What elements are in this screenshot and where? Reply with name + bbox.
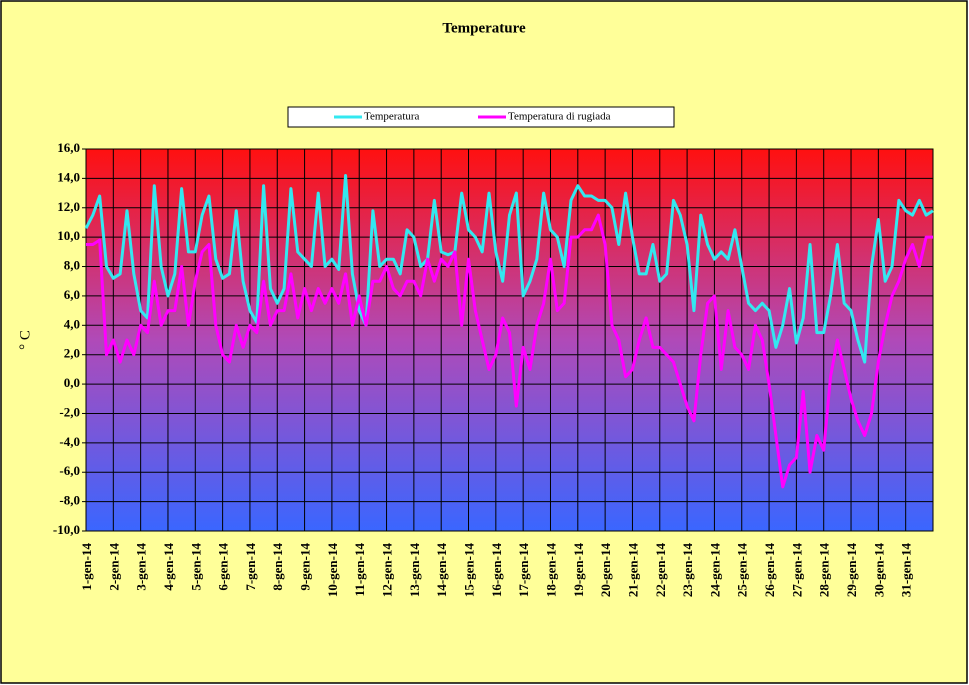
x-tick-label: 9-gen-14 (298, 543, 313, 591)
y-tick-label: 8,0 (64, 258, 80, 273)
x-tick-label: 1-gen-14 (79, 543, 94, 591)
y-tick-label: 2,0 (64, 346, 80, 361)
y-tick-label: 16,0 (57, 140, 80, 155)
x-tick-label: 30-gen-14 (871, 543, 886, 598)
y-axis-label: ° C (17, 330, 33, 350)
x-tick-label: 21-gen-14 (625, 543, 640, 598)
y-tick-label: 6,0 (64, 287, 80, 302)
y-tick-label: -8,0 (59, 493, 80, 508)
x-tick-label: 6-gen-14 (216, 543, 231, 591)
x-tick-label: 8-gen-14 (270, 543, 285, 591)
x-tick-label: 16-gen-14 (489, 543, 504, 598)
y-tick-label: -10,0 (53, 522, 80, 537)
x-tick-label: 7-gen-14 (243, 543, 258, 591)
x-tick-label: 26-gen-14 (762, 543, 777, 598)
x-tick-label: 25-gen-14 (735, 543, 750, 598)
series-line (84, 173, 934, 364)
legend-label: Temperatura (364, 111, 420, 123)
chart-title: Temperature (442, 20, 526, 36)
x-tick-label: 23-gen-14 (680, 543, 695, 598)
x-tick-label: 31-gen-14 (899, 543, 914, 598)
y-tick-label: 14,0 (57, 169, 80, 184)
y-tick-label: -6,0 (59, 463, 80, 478)
y-tick-label: 4,0 (64, 316, 80, 331)
x-tick-label: 14-gen-14 (434, 543, 449, 598)
x-tick-label: 2-gen-14 (106, 543, 121, 591)
x-tick-label: 24-gen-14 (707, 543, 722, 598)
y-tick-label: 10,0 (57, 228, 80, 243)
y-tick-label: -2,0 (59, 404, 80, 419)
x-tick-label: 17-gen-14 (516, 543, 531, 598)
x-tick-label: 20-gen-14 (598, 543, 613, 598)
y-tick-label: 12,0 (57, 199, 80, 214)
x-tick-label: 22-gen-14 (653, 543, 668, 598)
x-tick-label: 15-gen-14 (462, 543, 477, 598)
y-tick-label: 0,0 (64, 375, 80, 390)
x-tick-label: 4-gen-14 (161, 543, 176, 591)
x-tick-label: 18-gen-14 (543, 543, 558, 598)
x-tick-label: 27-gen-14 (789, 543, 804, 598)
x-tick-label: 10-gen-14 (325, 543, 340, 598)
y-tick-label: -4,0 (59, 434, 80, 449)
x-tick-label: 11-gen-14 (352, 543, 367, 597)
legend-label: Temperatura di rugiada (508, 111, 611, 123)
x-tick-label: 19-gen-14 (571, 543, 586, 598)
x-tick-label: 5-gen-14 (188, 543, 203, 591)
x-tick-label: 3-gen-14 (134, 543, 149, 591)
x-tick-label: 12-gen-14 (380, 543, 395, 598)
series-line (86, 213, 933, 489)
x-tick-label: 29-gen-14 (844, 543, 859, 598)
x-tick-label: 28-gen-14 (817, 543, 832, 598)
x-tick-label: 13-gen-14 (407, 543, 422, 598)
